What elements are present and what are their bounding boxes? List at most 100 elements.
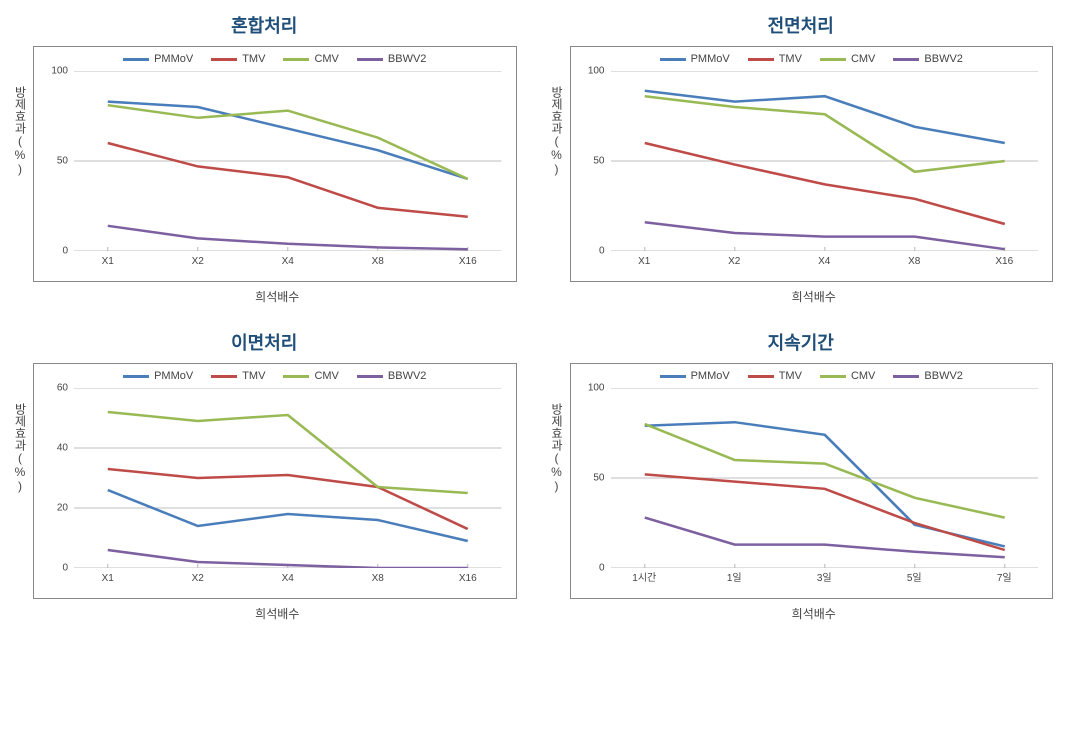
legend-label: CMV	[851, 370, 875, 382]
x-tick: 3일	[817, 569, 832, 584]
legend-swatch	[283, 58, 309, 61]
series-cmv	[108, 412, 468, 493]
legend-item-tmv: TMV	[748, 53, 802, 65]
legend-item-bbwv2: BBWV2	[357, 53, 427, 65]
x-tick: X1	[102, 256, 114, 267]
x-tick: X1	[638, 256, 650, 267]
y-tick: 100	[42, 66, 68, 77]
legend-swatch	[660, 375, 686, 378]
legend-item-bbwv2: BBWV2	[893, 53, 963, 65]
plot-wrap: 0204060X1X2X4X8X16	[42, 388, 508, 590]
legend-swatch	[211, 375, 237, 378]
legend: PMMoV TMV CMV BBWV2	[579, 53, 1045, 65]
x-tick: 7일	[997, 569, 1012, 584]
y-tick: 0	[42, 563, 68, 574]
series-tmv	[644, 474, 1004, 550]
legend-label: BBWV2	[924, 370, 963, 382]
legend-item-cmv: CMV	[283, 53, 338, 65]
series-pmmov	[644, 91, 1004, 143]
legend-label: BBWV2	[388, 53, 427, 65]
y-axis-label: 방제효과(%)	[12, 363, 33, 493]
series-pmmov	[108, 490, 468, 541]
series-bbwv2	[644, 222, 1004, 249]
y-tick: 100	[579, 383, 605, 394]
legend-item-pmmov: PMMoV	[123, 53, 193, 65]
legend-swatch	[820, 58, 846, 61]
legend: PMMoV TMV CMV BBWV2	[579, 370, 1045, 382]
y-tick: 40	[42, 443, 68, 454]
legend-label: BBWV2	[388, 370, 427, 382]
legend-swatch	[357, 58, 383, 61]
plot: X1X2X4X8X16	[74, 388, 502, 568]
legend-item-tmv: TMV	[748, 370, 802, 382]
plot-wrap: 050100X1X2X4X8X16	[42, 71, 508, 273]
x-tick: X2	[728, 256, 740, 267]
x-tick: X4	[282, 573, 294, 584]
legend-item-pmmov: PMMoV	[123, 370, 193, 382]
legend-swatch	[893, 375, 919, 378]
legend-label: CMV	[314, 53, 338, 65]
legend-item-tmv: TMV	[211, 53, 265, 65]
chart-area: PMMoVTMVCMVBBWV20501001시간1일3일5일7일	[570, 363, 1054, 599]
x-tick: X2	[192, 256, 204, 267]
chart-area: PMMoV TMV CMV BBWV2 0 50 100 X1X2X4X8X16	[33, 46, 517, 282]
y-tick: 60	[42, 383, 68, 394]
y-tick: 0	[42, 246, 68, 257]
x-axis-label: 희석배수	[255, 288, 299, 305]
legend-swatch	[283, 375, 309, 378]
x-axis-label: 희석배수	[792, 605, 836, 622]
chart-4: 지속기간방제효과(%)PMMoVTMVCMVBBWV20501001시간1일3일…	[549, 329, 1054, 622]
chart-3: 이면처리방제효과(%)PMMoVTMVCMVBBWV20204060X1X2X4…	[12, 329, 517, 622]
x-tick: X1	[102, 573, 114, 584]
legend-item-pmmov: PMMoV	[660, 53, 730, 65]
series-cmv	[644, 424, 1004, 518]
y-tick: 0	[579, 246, 605, 257]
x-tick: X16	[995, 256, 1013, 267]
legend-swatch	[893, 58, 919, 61]
legend-label: TMV	[242, 370, 265, 382]
legend-label: BBWV2	[924, 53, 963, 65]
plot-wrap: 050100X1X2X4X8X16	[579, 71, 1045, 273]
series-bbwv2	[644, 518, 1004, 558]
plot-wrap: 0501001시간1일3일5일7일	[579, 388, 1045, 590]
legend-item-bbwv2: BBWV2	[893, 370, 963, 382]
legend-item-cmv: CMV	[820, 370, 875, 382]
chart-title: 전면처리	[768, 12, 834, 38]
legend-label: TMV	[779, 53, 802, 65]
x-tick: X16	[459, 256, 477, 267]
x-tick: 1일	[727, 569, 742, 584]
legend-label: PMMoV	[154, 370, 193, 382]
legend-swatch	[357, 375, 383, 378]
chart-2: 전면처리방제효과(%)PMMoVTMVCMVBBWV2050100X1X2X4X…	[549, 12, 1054, 305]
legend-item-bbwv2: BBWV2	[357, 370, 427, 382]
series-tmv	[108, 469, 468, 529]
series-bbwv2	[108, 550, 468, 568]
legend-label: CMV	[314, 370, 338, 382]
legend-item-tmv: TMV	[211, 370, 265, 382]
chart-title: 지속기간	[768, 329, 834, 355]
plot: 1시간1일3일5일7일	[611, 388, 1039, 568]
series-cmv	[108, 105, 468, 179]
legend-item-pmmov: PMMoV	[660, 370, 730, 382]
x-tick: 5일	[907, 569, 922, 584]
y-axis-label: 방제효과(%)	[549, 363, 570, 493]
legend-item-cmv: CMV	[283, 370, 338, 382]
plot: X1X2X4X8X16	[74, 71, 502, 251]
plot: X1X2X4X8X16	[611, 71, 1039, 251]
y-tick: 100	[579, 66, 605, 77]
legend-swatch	[123, 58, 149, 61]
x-tick: 1시간	[632, 569, 656, 584]
legend-swatch	[748, 58, 774, 61]
legend-label: CMV	[851, 53, 875, 65]
legend-item-cmv: CMV	[820, 53, 875, 65]
x-tick: X4	[282, 256, 294, 267]
y-tick: 50	[579, 156, 605, 167]
y-axis-label: 방제효과(%)	[549, 46, 570, 176]
legend-label: TMV	[779, 370, 802, 382]
legend-swatch	[820, 375, 846, 378]
y-tick: 50	[579, 473, 605, 484]
x-tick: X4	[818, 256, 830, 267]
y-tick: 50	[42, 156, 68, 167]
legend-swatch	[660, 58, 686, 61]
legend-label: PMMoV	[691, 370, 730, 382]
